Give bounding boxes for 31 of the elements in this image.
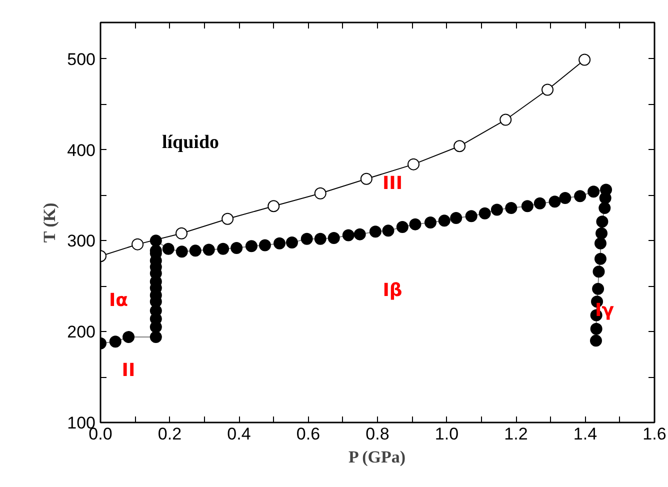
annotation: II (122, 360, 136, 381)
point (454, 140, 466, 152)
y-tick-label: 400 (67, 140, 96, 160)
x-tick-label: 0.6 (296, 424, 320, 444)
x-tick-label: 1.0 (434, 424, 459, 444)
y-axis-title: T (K) (40, 202, 60, 243)
point (176, 227, 188, 240)
y-tick-label: 200 (67, 322, 96, 342)
x-tick-label: 1.6 (642, 424, 666, 444)
x-tick-label: 1.2 (504, 424, 528, 444)
point (132, 238, 144, 250)
x-tick-label: 0.2 (158, 424, 182, 444)
annotation: líquido (162, 132, 220, 153)
point (314, 187, 326, 200)
point (542, 84, 554, 96)
x-tick-label: 0.8 (366, 424, 390, 444)
point (500, 114, 512, 126)
point (578, 54, 591, 66)
y-tick-label: 300 (67, 232, 96, 251)
annotation: III (382, 173, 403, 194)
x-axis-title: P (GPa) (348, 448, 406, 466)
point (408, 158, 420, 170)
y-tick-label: 500 (67, 50, 96, 69)
annotation: Iα (108, 290, 128, 311)
annotation: Iβ (382, 280, 402, 301)
point (360, 172, 372, 185)
x-tick-label: 0.4 (227, 424, 251, 444)
point (222, 212, 234, 225)
x-tick-label: 1.4 (573, 424, 598, 444)
annotation: Iγ (595, 300, 614, 321)
point (268, 200, 280, 212)
